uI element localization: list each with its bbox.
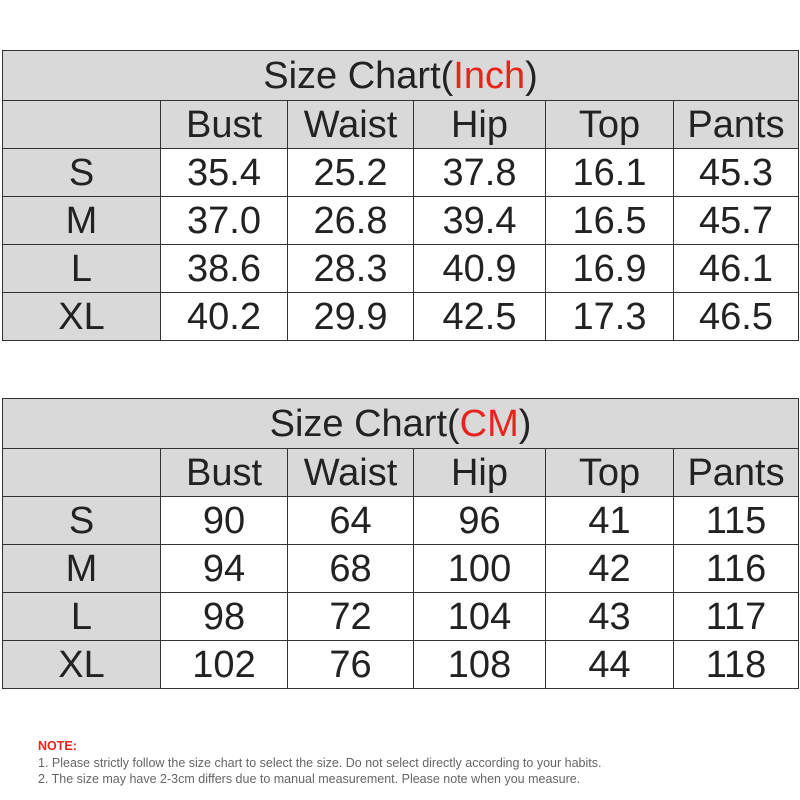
measurement: 45.7 [672, 196, 800, 245]
note-line: 1. Please strictly follow the size chart… [38, 755, 602, 770]
size-table: Size Chart(Inch) Bust Waist Hip Top Pants S 35.… [1, 50, 800, 341]
measurement: 16.9 [545, 244, 674, 293]
column-header: Hip [413, 448, 546, 497]
measurement: 42.5 [413, 292, 546, 341]
size-label: L [2, 592, 161, 641]
column-header: Pants [672, 448, 800, 497]
note-line: 2. The size may have 2-3cm differs due t… [38, 772, 581, 786]
title-row: Size Chart(CM) [1, 398, 800, 449]
measurement: 96 [413, 496, 546, 545]
size-row: S 90 64 96 41 115 [2, 496, 800, 545]
column-header: Top [545, 100, 674, 149]
table-title: Size Chart(CM) [1, 398, 800, 449]
size-label: XL [2, 292, 161, 341]
measurement: 42 [545, 544, 674, 593]
size-row: L 98 72 104 43 117 [2, 592, 800, 641]
measurement: 37.8 [413, 148, 546, 197]
measurement: 40.9 [413, 244, 546, 293]
measurement: 40.2 [160, 292, 288, 341]
measurement: 90 [160, 496, 288, 545]
measurement: 116 [672, 544, 800, 593]
size-row: M 94 68 100 42 116 [2, 544, 800, 593]
size-label: L [2, 244, 161, 293]
measurement: 39.4 [413, 196, 546, 245]
measurement: 94 [160, 544, 288, 593]
corner-cell [2, 448, 161, 497]
size-label: S [2, 496, 161, 545]
title-unit: CM [459, 402, 519, 445]
size-table: Size Chart(CM) Bust Waist Hip Top Pants S 90 64 9… [1, 398, 800, 689]
measurement: 45.3 [672, 148, 800, 197]
measurement: 102 [160, 640, 288, 689]
measurement: 64 [287, 496, 414, 545]
measurement: 28.3 [287, 244, 414, 293]
title-suffix: ) [518, 402, 532, 445]
size-row: L 38.6 28.3 40.9 16.9 46.1 [2, 244, 800, 293]
column-header: Waist [287, 448, 414, 497]
measurement: 29.9 [287, 292, 414, 341]
column-header: Top [545, 448, 674, 497]
measurement: 117 [672, 592, 800, 641]
size-row: XL 102 76 108 44 118 [2, 640, 800, 689]
note: NOTE: 1. Please strictly follow the size… [38, 738, 601, 788]
measurement: 68 [287, 544, 414, 593]
measurement: 37.0 [160, 196, 288, 245]
size-label: M [2, 544, 161, 593]
measurement: 76 [287, 640, 414, 689]
measurement: 44 [545, 640, 674, 689]
title-unit: Inch [453, 54, 526, 97]
title-prefix: Size Chart( [263, 54, 454, 97]
column-header: Bust [160, 448, 288, 497]
measurement: 16.5 [545, 196, 674, 245]
header-row: Bust Waist Hip Top Pants [2, 448, 800, 497]
size-row: M 37.0 26.8 39.4 16.5 45.7 [2, 196, 800, 245]
measurement: 100 [413, 544, 546, 593]
measurement: 98 [160, 592, 288, 641]
size-row: S 35.4 25.2 37.8 16.1 45.3 [2, 148, 800, 197]
note-heading: NOTE: [38, 739, 77, 753]
measurement: 115 [672, 496, 800, 545]
measurement: 72 [287, 592, 414, 641]
column-header: Waist [287, 100, 414, 149]
size-label: S [2, 148, 161, 197]
column-header: Hip [413, 100, 546, 149]
measurement: 25.2 [287, 148, 414, 197]
measurement: 16.1 [545, 148, 674, 197]
column-header: Bust [160, 100, 288, 149]
size-label: XL [2, 640, 161, 689]
measurement: 118 [672, 640, 800, 689]
measurement: 35.4 [160, 148, 288, 197]
measurement: 43 [545, 592, 674, 641]
measurement: 41 [545, 496, 674, 545]
title-prefix: Size Chart( [269, 402, 460, 445]
size-label: M [2, 196, 161, 245]
measurement: 17.3 [545, 292, 674, 341]
title-row: Size Chart(Inch) [1, 50, 800, 101]
measurement: 104 [413, 592, 546, 641]
table-title: Size Chart(Inch) [1, 50, 800, 101]
measurement: 26.8 [287, 196, 414, 245]
size-row: XL 40.2 29.9 42.5 17.3 46.5 [2, 292, 800, 341]
measurement: 46.1 [672, 244, 800, 293]
title-suffix: ) [525, 54, 538, 97]
measurement: 38.6 [160, 244, 288, 293]
measurement: 108 [413, 640, 546, 689]
header-row: Bust Waist Hip Top Pants [2, 100, 800, 149]
column-header: Pants [672, 100, 800, 149]
corner-cell [2, 100, 161, 149]
measurement: 46.5 [672, 292, 800, 341]
